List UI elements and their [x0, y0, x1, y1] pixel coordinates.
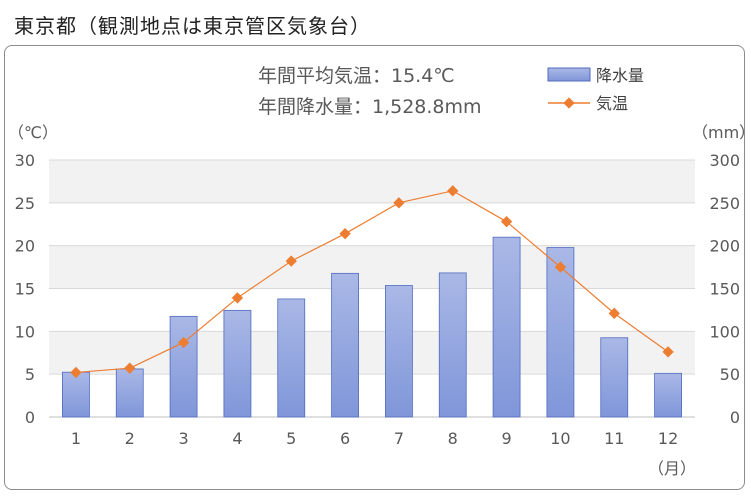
precipitation-bar — [115, 368, 144, 418]
y-right-tick-label: 150 — [709, 280, 740, 299]
legend-label-temperature: 気温 — [596, 94, 628, 113]
grid-band — [49, 160, 695, 203]
temperature-point — [393, 197, 405, 209]
y-right-tick-label: 250 — [709, 194, 740, 213]
precipitation-bar — [546, 247, 575, 418]
y-left-tick-label: 0 — [25, 408, 35, 427]
x-tick-label: 7 — [394, 429, 404, 448]
grid-band — [49, 331, 695, 375]
y-left-tick-label: 10 — [15, 322, 35, 341]
x-tick-label: 1 — [71, 429, 81, 448]
precipitation-bar — [331, 272, 359, 418]
temperature-point — [608, 307, 620, 320]
annual-mean-temperature: 年間平均気温：15.4℃ — [258, 65, 455, 87]
y-right-tick-label: 0 — [730, 408, 740, 427]
annual-precipitation: 年間降水量：1,528.8mm — [258, 96, 482, 118]
y-left-tick-label: 20 — [15, 237, 35, 256]
temperature-point — [285, 255, 297, 267]
temperature-point — [554, 261, 567, 273]
temperature-point — [339, 228, 351, 240]
precipitation-bar — [492, 236, 521, 418]
y-right-axis-label: （mm） — [692, 123, 751, 142]
x-tick-label: 10 — [550, 429, 570, 448]
temperature-point — [447, 185, 459, 197]
y-left-tick-label: 30 — [15, 151, 35, 170]
x-axis-label: （月） — [648, 459, 696, 478]
temperature-point — [231, 292, 244, 304]
temperature-point — [500, 216, 513, 228]
legend-bar-swatch — [547, 67, 591, 82]
precipitation-bar — [600, 337, 629, 418]
precipitation-bar — [438, 272, 467, 418]
chart-frame — [4, 45, 745, 490]
x-tick-label: 9 — [501, 429, 511, 448]
x-tick-label: 4 — [232, 429, 242, 448]
precipitation-bar — [277, 298, 306, 418]
x-tick-label: 2 — [125, 429, 135, 448]
x-tick-label: 6 — [340, 429, 350, 448]
x-tick-label: 12 — [658, 429, 678, 448]
legend-label-precipitation: 降水量 — [596, 66, 644, 85]
x-tick-label: 8 — [448, 429, 458, 448]
page-title: 東京都（観測地点は東京管区気象台） — [14, 14, 371, 38]
x-tick-label: 5 — [286, 429, 296, 448]
y-right-tick-label: 300 — [709, 151, 740, 170]
y-right-tick-label: 50 — [720, 365, 740, 384]
precipitation-bar — [385, 285, 413, 418]
y-left-tick-label: 25 — [15, 194, 35, 213]
grid-band — [49, 245, 695, 289]
temperature-line — [75, 190, 669, 374]
x-tick-label: 3 — [178, 429, 188, 448]
precipitation-bar — [169, 315, 198, 418]
temperature-point — [177, 336, 190, 349]
y-left-tick-label: 15 — [15, 280, 35, 299]
y-left-tick-label: 5 — [25, 365, 35, 384]
y-left-axis-label: （℃） — [8, 123, 58, 142]
x-tick-label: 11 — [604, 429, 624, 448]
temperature-point — [662, 346, 674, 358]
precipitation-bar — [62, 371, 90, 418]
y-right-tick-label: 100 — [709, 322, 740, 341]
precipitation-bar — [654, 372, 682, 418]
precipitation-bar — [223, 309, 252, 418]
legend: 降水量 気温 — [547, 66, 644, 113]
y-right-tick-label: 200 — [709, 237, 740, 256]
legend-marker-swatch — [563, 97, 575, 109]
